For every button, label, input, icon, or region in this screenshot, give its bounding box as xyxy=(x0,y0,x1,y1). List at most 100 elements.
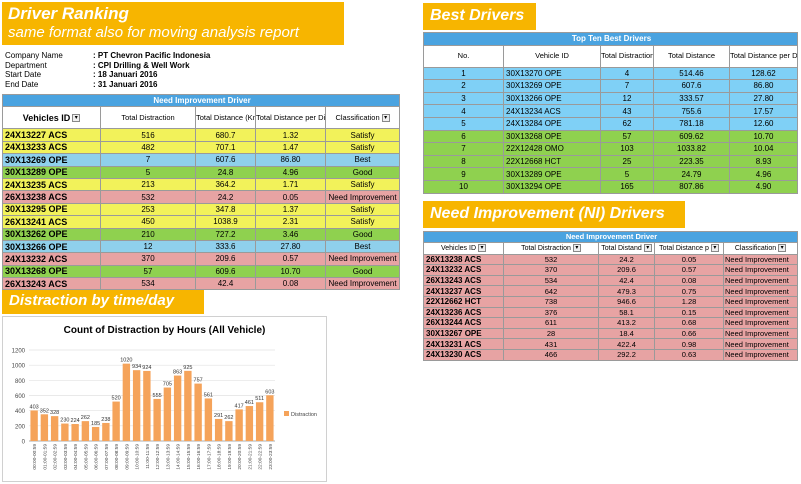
distance-per-distraction-cell: 0.08 xyxy=(255,277,326,291)
filter-dropdown-icon[interactable]: ▾ xyxy=(710,244,719,253)
distraction-cell: 534 xyxy=(100,277,196,291)
filter-dropdown-icon[interactable]: ▾ xyxy=(72,114,81,123)
distance-cell: 607.6 xyxy=(195,153,256,167)
distance-cell: 755.6 xyxy=(653,104,730,118)
bar xyxy=(143,370,151,441)
rank-cell: 3 xyxy=(423,91,504,106)
x-tick-label: 00:00-00:59 xyxy=(32,444,38,470)
column-header: Vehicles ID ▾ xyxy=(2,106,101,130)
x-tick-label: 14:00-14:59 xyxy=(176,444,182,470)
distance-cell: 333.57 xyxy=(653,91,730,106)
table-row: 30X13262 OPE 210 727.2 3.46 Good xyxy=(2,227,401,241)
vehicle-id-cell: 26X13238 ACS xyxy=(2,190,101,204)
bar xyxy=(173,375,182,441)
table-row: 8 22X12668 HCT 25 223.35 8.93 xyxy=(423,154,799,169)
table-row: 24X13237 ACS 642 479.3 0.75 Need Improvement xyxy=(423,285,798,297)
ni-table-title: Need Improvement Driver xyxy=(423,231,798,243)
filter-dropdown-icon[interactable]: ▾ xyxy=(478,244,487,253)
distance-cell: 209.6 xyxy=(195,252,256,266)
y-tick-label: 1000 xyxy=(12,364,26,370)
table-row: 26X13238 ACS 532 24.2 0.05 Need Improvement xyxy=(2,190,401,204)
x-tick-label: 22:00-22:59 xyxy=(258,444,264,470)
table-row: 30X13295 OPE 253 347.8 1.37 Satisfy xyxy=(2,202,401,217)
column-header-label: Total Distance per Distraction xyxy=(730,51,798,61)
bar xyxy=(245,406,254,441)
distraction-cell: 642 xyxy=(503,285,599,297)
company-info-row: End Date: 31 Januari 2016 xyxy=(5,80,210,90)
classification-cell: Need Improvement xyxy=(324,252,401,266)
x-tick-label: 21:00-21:59 xyxy=(247,444,253,470)
company-info-value: : PT Chevron Pacific Indonesia xyxy=(93,51,211,60)
distraction-cell: 450 xyxy=(100,215,196,229)
distraction-cell: 431 xyxy=(503,338,599,350)
distraction-cell: 370 xyxy=(100,252,196,266)
vehicle-id-cell: 24X13284 OPE xyxy=(503,116,601,131)
data-label: 352 xyxy=(40,408,49,414)
vehicle-id-cell: 30X13268 OPE xyxy=(503,129,601,144)
filter-dropdown-icon[interactable]: ▾ xyxy=(572,244,581,253)
bar xyxy=(255,402,264,441)
data-label: 230 xyxy=(60,418,69,424)
bar xyxy=(102,422,110,441)
distraction-cell: 5 xyxy=(600,167,654,181)
distraction-cell: 534 xyxy=(503,274,599,287)
column-header-label: Total Distraction xyxy=(521,244,571,252)
distance-cell: 1038.9 xyxy=(195,215,256,229)
data-label: 511 xyxy=(255,396,264,402)
x-tick-label: 09:00-09:59 xyxy=(124,444,130,470)
data-label: 461 xyxy=(245,400,254,406)
distance-per-distraction-cell: 12.60 xyxy=(728,116,799,131)
table-row: 4 24X13234 ACS 43 755.6 17.57 xyxy=(423,104,799,118)
classification-cell: Satisfy xyxy=(324,202,401,217)
distraction-cell: 7 xyxy=(600,79,654,93)
distance-per-distraction-cell: 0.15 xyxy=(654,306,724,319)
distance-per-distraction-cell: 10.70 xyxy=(728,129,799,144)
company-info-label: Department xyxy=(5,60,47,70)
rank-cell: 8 xyxy=(423,154,504,169)
vehicle-id-cell: 30X13269 OPE xyxy=(503,79,601,93)
x-tick-label: 18:00-18:59 xyxy=(217,444,223,470)
company-info-value: : 18 Januari 2016 xyxy=(93,70,158,79)
classification-cell: Need Improvement xyxy=(324,277,401,291)
x-tick-label: 08:00-08:59 xyxy=(114,444,120,470)
table-row: 10 30X13294 OPE 165 807.86 4.90 xyxy=(423,179,799,194)
classification-cell: Need Improvement xyxy=(723,348,798,361)
rank-cell: 6 xyxy=(423,129,504,144)
distraction-cell: 57 xyxy=(600,129,654,144)
vehicle-id-cell: 24X13230 ACS xyxy=(423,348,504,361)
filter-dropdown-icon[interactable]: ▾ xyxy=(381,113,390,122)
company-info-row: Company Name: PT Chevron Pacific Indones… xyxy=(5,51,210,61)
distance-cell: 607.6 xyxy=(653,79,730,93)
table-row: 30X13267 OPE 28 18.4 0.66 Need Improvement xyxy=(423,327,798,340)
vehicle-id-cell: 26X13238 ACS xyxy=(423,253,504,266)
x-tick-label: 15:00-15:59 xyxy=(186,444,192,470)
company-info-row: Department : CPI Drilling & Well Work xyxy=(5,61,210,71)
distance-per-distraction-cell: 8.93 xyxy=(728,154,799,169)
distraction-cell: 43 xyxy=(600,104,654,118)
distance-per-distraction-cell: 10.04 xyxy=(728,142,799,156)
chart-title: Count of Distraction by Hours (All Vehic… xyxy=(63,325,266,336)
table-row: 26X13244 ACS 611 413.2 0.68 Need Improvement xyxy=(423,317,798,329)
y-tick-label: 0 xyxy=(22,440,26,446)
bar xyxy=(40,414,49,441)
rank-cell: 1 xyxy=(423,66,504,81)
column-header: Total Distance per Distraction xyxy=(728,44,799,68)
distance-cell: 781.18 xyxy=(653,116,730,131)
data-label: 224 xyxy=(71,418,80,424)
distance-cell: 58.1 xyxy=(598,306,655,319)
company-info-value: : CPI Drilling & Well Work xyxy=(93,60,190,70)
driver-ranking-subtitle: same format also for moving analysis rep… xyxy=(8,24,299,41)
vehicle-id-cell: 30X13294 OPE xyxy=(503,179,601,194)
column-header-label: Vehicles ID xyxy=(440,244,477,252)
distraction-cell: 213 xyxy=(100,177,196,192)
company-info: Company Name: PT Chevron Pacific Indones… xyxy=(5,51,210,89)
rank-cell: 7 xyxy=(423,142,504,156)
distance-per-distraction-cell: 86.80 xyxy=(728,79,799,93)
table-row: 9 30X13289 OPE 5 24.79 4.96 xyxy=(423,167,799,181)
table-row: 30X13266 OPE 12 333.6 27.80 Best xyxy=(2,239,401,254)
filter-dropdown-icon[interactable]: ▾ xyxy=(778,244,787,253)
vehicle-id-cell: 30X13289 OPE xyxy=(503,167,601,181)
column-header-label: Classification xyxy=(734,244,777,252)
x-tick-label: 10:00-10:59 xyxy=(135,444,141,470)
filter-dropdown-icon[interactable]: ▾ xyxy=(643,244,652,253)
